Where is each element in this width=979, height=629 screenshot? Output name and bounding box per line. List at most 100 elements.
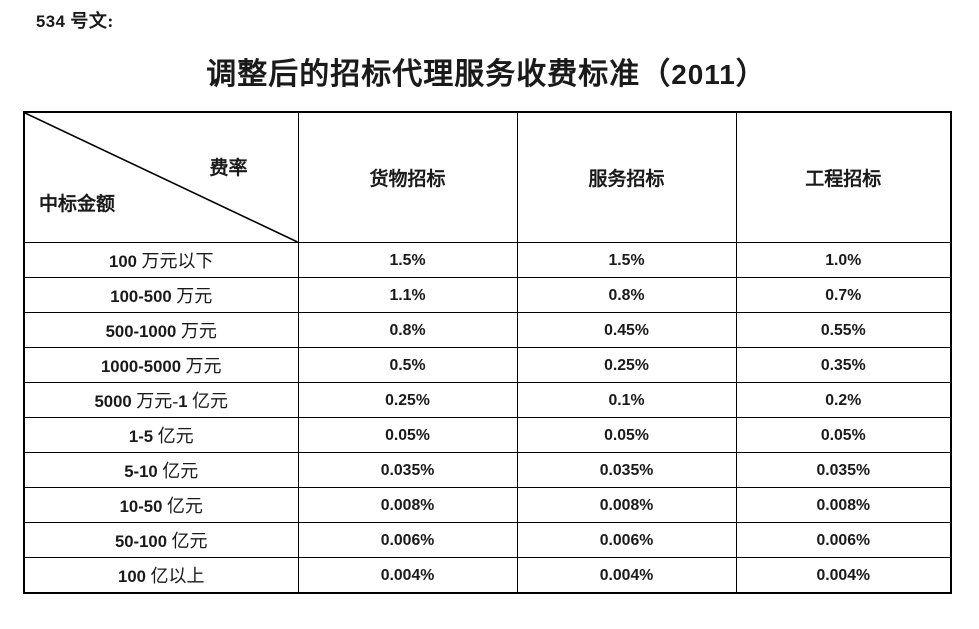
table-body: 100 万元以下 1.5% 1.5% 1.0% 100-500 万元 1.1% … (23, 242, 952, 594)
numeric-text: 0.05% (820, 427, 866, 444)
numeric-text: 500-1000 (105, 322, 177, 341)
numeric-text: 0.035% (816, 462, 871, 479)
numeric-text: 0.5% (389, 357, 426, 374)
goods-rate-cell: 0.006% (297, 522, 518, 558)
service-rate-cell: 0.035% (516, 452, 737, 488)
works-rate-cell: 0.7% (735, 277, 952, 313)
numeric-text: 0.45% (604, 322, 649, 339)
table-row: 10-50 亿元 0.008% 0.008% 0.008% (23, 487, 952, 523)
numeric-text: 100 (118, 567, 146, 586)
table-row: 500-1000 万元 0.8% 0.45% 0.55% (23, 312, 952, 348)
numeric-text: 0.035% (599, 462, 654, 479)
numeric-text: 0.004% (599, 567, 654, 584)
numeric-text: 0.006% (816, 532, 871, 549)
numeric-text: 1-5 (128, 427, 154, 446)
goods-rate-cell: 0.5% (297, 347, 518, 383)
diagonal-corner-cell: 费率 中标金额 (23, 111, 299, 243)
service-rate-cell: 0.25% (516, 347, 737, 383)
page-title: 调整后的招标代理服务收费标准（2011） (206, 58, 767, 91)
table-row: 1-5 亿元 0.05% 0.05% 0.05% (23, 417, 952, 453)
amount-range-cell: 100 亿以上 (23, 557, 299, 594)
numeric-text: 0.2% (825, 392, 862, 409)
goods-rate-cell: 0.25% (297, 382, 518, 418)
numeric-text: 1 (178, 392, 188, 411)
numeric-text: 5000 (94, 392, 132, 411)
numeric-text: 0.006% (599, 532, 654, 549)
numeric-text: 1.5% (389, 252, 426, 269)
numeric-text: 0.25% (604, 357, 649, 374)
numeric-text: 1.0% (825, 252, 862, 269)
service-rate-cell: 0.1% (516, 382, 737, 418)
table-row: 50-100 亿元 0.006% 0.006% 0.006% (23, 522, 952, 558)
diagonal-divider-line (25, 113, 298, 242)
amount-range-cell: 100-500 万元 (23, 277, 299, 313)
numeric-text: 0.004% (380, 567, 435, 584)
service-rate-cell: 0.45% (516, 312, 737, 348)
column-header-works: 工程招标 (735, 111, 952, 243)
goods-rate-cell: 0.05% (297, 417, 518, 453)
service-rate-cell: 0.05% (516, 417, 737, 453)
numeric-text: 100 (109, 252, 137, 271)
numeric-text: 0.006% (380, 532, 435, 549)
numeric-text: 50-100 (114, 532, 168, 551)
numeric-text: 0.25% (385, 392, 430, 409)
works-rate-cell: 0.006% (735, 522, 952, 558)
works-rate-cell: 1.0% (735, 242, 952, 278)
column-header-goods: 货物招标 (297, 111, 518, 243)
header-row: 费率 中标金额 货物招标 服务招标 工程招标 (23, 111, 952, 243)
works-rate-cell: 0.035% (735, 452, 952, 488)
works-rate-cell: 0.55% (735, 312, 952, 348)
corner-label-rate: 费率 (209, 158, 248, 179)
numeric-text: 0.8% (389, 322, 426, 339)
service-rate-cell: 0.004% (516, 557, 737, 594)
numeric-text: 0.55% (820, 322, 866, 339)
numeric-text: 0.004% (816, 567, 871, 584)
numeric-text: 0.05% (385, 427, 430, 444)
numeric-text: 0.05% (604, 427, 649, 444)
amount-range-cell: 5-10 亿元 (23, 452, 299, 488)
table-row: 5-10 亿元 0.035% 0.035% 0.035% (23, 452, 952, 488)
numeric-text: 0.1% (608, 392, 645, 409)
numeric-text: 1.1% (389, 287, 426, 304)
numeric-text: 534 (36, 12, 66, 31)
amount-range-cell: 500-1000 万元 (23, 312, 299, 348)
numeric-text: 0.008% (380, 497, 435, 514)
numeric-text: 0.7% (825, 287, 862, 304)
table-row: 100 万元以下 1.5% 1.5% 1.0% (23, 242, 952, 278)
numeric-text: 1000-5000 (100, 357, 182, 376)
numeric-text: 100-500 (110, 287, 172, 306)
amount-range-cell: 5000 万元-1 亿元 (23, 382, 299, 418)
goods-rate-cell: 0.8% (297, 312, 518, 348)
numeric-text: 0.035% (380, 462, 435, 479)
goods-rate-cell: 1.1% (297, 277, 518, 313)
numeric-text: 0.35% (820, 357, 866, 374)
fee-rate-table: 费率 中标金额 货物招标 服务招标 工程招标 100 万元以下 1.5% 1.5… (23, 111, 952, 594)
amount-range-cell: 1000-5000 万元 (23, 347, 299, 383)
service-rate-cell: 0.8% (516, 277, 737, 313)
table-row: 100 亿以上 0.004% 0.004% 0.004% (23, 557, 952, 594)
doc-number-label: 534 号文: (36, 11, 114, 31)
table-row: 100-500 万元 1.1% 0.8% 0.7% (23, 277, 952, 313)
column-header-service: 服务招标 (516, 111, 737, 243)
goods-rate-cell: 1.5% (297, 242, 518, 278)
amount-range-cell: 100 万元以下 (23, 242, 299, 278)
numeric-text: 0.8% (608, 287, 645, 304)
goods-rate-cell: 0.004% (297, 557, 518, 594)
works-rate-cell: 0.2% (735, 382, 952, 418)
corner-label-amount: 中标金额 (39, 194, 116, 215)
table-row: 1000-5000 万元 0.5% 0.25% 0.35% (23, 347, 952, 383)
table-row: 5000 万元-1 亿元 0.25% 0.1% 0.2% (23, 382, 952, 418)
amount-range-cell: 10-50 亿元 (23, 487, 299, 523)
goods-rate-cell: 0.008% (297, 487, 518, 523)
works-rate-cell: 0.05% (735, 417, 952, 453)
service-rate-cell: 0.006% (516, 522, 737, 558)
numeric-text: 10-50 (119, 497, 163, 516)
works-rate-cell: 0.004% (735, 557, 952, 594)
numeric-text: 2011 (671, 59, 736, 90)
goods-rate-cell: 0.035% (297, 452, 518, 488)
numeric-text: 0.008% (816, 497, 871, 514)
works-rate-cell: 0.008% (735, 487, 952, 523)
amount-range-cell: 50-100 亿元 (23, 522, 299, 558)
numeric-text: 1.5% (608, 252, 645, 269)
